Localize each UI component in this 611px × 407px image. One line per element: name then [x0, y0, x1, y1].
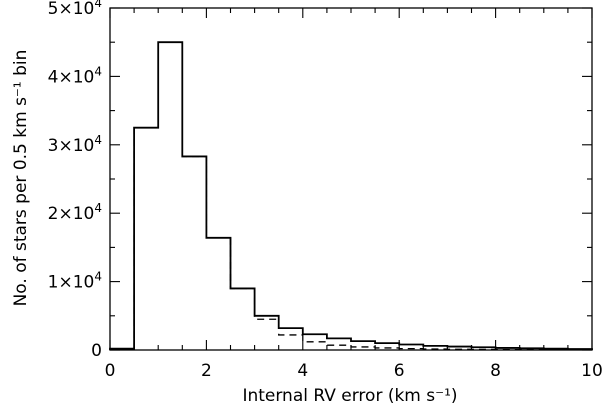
y-tick-label: 3×104: [48, 133, 102, 156]
axis-ticks: [109, 7, 593, 351]
y-axis-title: No. of stars per 0.5 km s⁻¹ bin: [11, 50, 31, 307]
y-tick-label: 4×104: [48, 64, 102, 87]
x-tick-label: 2: [201, 361, 212, 381]
tick-labels: 0 2 4 6 8 10 0 1×104 2×104 3×104 4×104 5×104: [48, 0, 603, 381]
x-axis-title: Internal RV error (km s⁻¹): [242, 386, 457, 406]
y-tick-label: 1×104: [48, 270, 102, 293]
y-tick-label: 5×104: [48, 0, 102, 19]
x-tick-label: 4: [297, 361, 308, 381]
y-tick-label: 2×104: [48, 201, 102, 224]
x-tick-label: 10: [581, 361, 603, 381]
x-tick-label: 8: [490, 361, 501, 381]
histogram-series-dashed: [109, 41, 593, 351]
x-tick-label: 0: [105, 361, 116, 381]
x-tick-label: 6: [394, 361, 405, 381]
series-group: [109, 41, 593, 351]
y-tick-label: 0: [91, 341, 102, 361]
